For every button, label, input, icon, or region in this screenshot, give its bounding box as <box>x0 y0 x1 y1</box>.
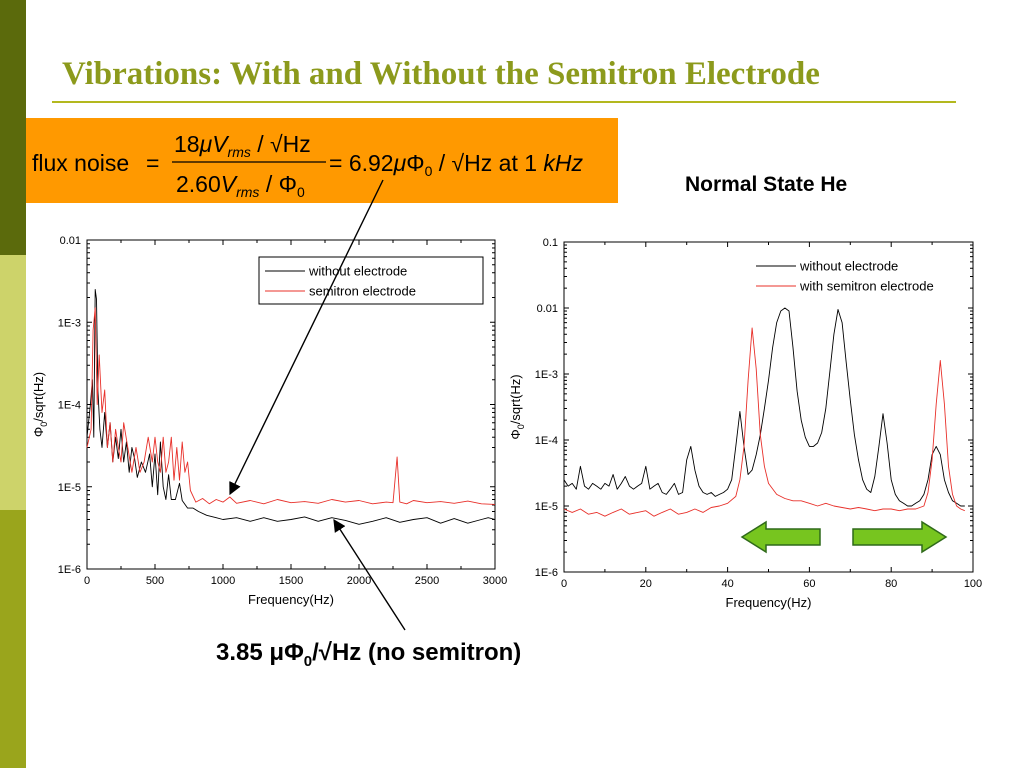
legend-label-2: with semitron electrode <box>799 279 934 294</box>
x-tick-label: 2500 <box>415 575 439 587</box>
sidebar-top-block <box>0 0 26 255</box>
y-axis-label: Φ0/sqrt(Hz) <box>508 374 526 439</box>
chart-right: 0 20 40 60 80 100 1E-6 1E-5 1E-4 1E-3 0.01 0.1 witho… <box>508 237 982 610</box>
formula-lead: flux noise <box>32 150 129 176</box>
legend-box <box>750 252 970 296</box>
y-tick-label: 1E-6 <box>535 567 558 579</box>
legend-label-2: semitron electrode <box>309 284 416 299</box>
series-line-2 <box>563 327 965 517</box>
x-tick-label: 80 <box>885 578 897 590</box>
legend-label-1: without electrode <box>308 264 407 279</box>
x-tick-label: 0 <box>561 578 567 590</box>
sidebar-decoration <box>0 0 26 768</box>
caption-tail: /√Hz (no semitron) <box>312 639 522 666</box>
flux-noise-formula: flux noise = 18μVrms / √Hz 2.60Vrms / Φ0… <box>26 118 618 203</box>
formula-numerator: 18μVrms / √Hz <box>174 131 311 160</box>
y-tick-label: 1E-3 <box>535 369 558 381</box>
x-tick-label: 100 <box>964 578 982 590</box>
y-tick-label: 1E-5 <box>535 501 558 513</box>
y-tick-label: 1E-4 <box>58 400 81 412</box>
sidebar-bottom-block <box>0 510 26 768</box>
series-line-2 <box>86 307 496 505</box>
formula-denominator: 2.60Vrms / Φ0 <box>176 171 305 200</box>
y-tick-label: 1E-4 <box>535 435 558 447</box>
normal-state-label: Normal State He <box>685 173 848 196</box>
y-axis-label: Φ0/sqrt(Hz) <box>31 372 49 437</box>
title-underline <box>52 101 956 103</box>
x-tick-label: 0 <box>84 575 90 587</box>
legend: without electrode with semitron electrode <box>750 252 970 296</box>
sidebar-middle-block <box>0 255 26 510</box>
x-tick-label: 20 <box>640 578 652 590</box>
plot-frame <box>563 241 974 573</box>
x-tick-label: 3000 <box>483 575 507 587</box>
legend: without electrode semitron electrode <box>258 256 484 305</box>
x-tick-label: 40 <box>721 578 733 590</box>
bottom-caption: 3.85 μΦ0/√Hz (no semitron) <box>216 638 521 677</box>
x-tick-label: 60 <box>803 578 815 590</box>
formula-result: = 6.92μΦ0 / √Hz at 1 kHz <box>329 150 584 179</box>
y-tick-label: 1E-3 <box>58 317 81 329</box>
caption-subscript: 0 <box>303 652 313 670</box>
x-tick-label: 2000 <box>347 575 371 587</box>
x-tick-label: 1000 <box>211 575 235 587</box>
y-tick-label: 1E-5 <box>58 482 81 494</box>
y-tick-label: 0.1 <box>543 237 558 249</box>
x-tick-label: 500 <box>146 575 164 587</box>
y-tick-label: 1E-6 <box>58 564 81 576</box>
x-tick-label: 1500 <box>279 575 303 587</box>
x-axis-label: Frequency(Hz) <box>248 592 334 607</box>
chart-left: 0 500 1000 1500 2000 2500 3000 1E-6 1E-5 1E-4 1E-3… <box>31 235 507 607</box>
formula-svg: flux noise = 18μVrms / √Hz 2.60Vrms / Φ0… <box>32 131 584 200</box>
formula-equals-1: = <box>146 150 159 176</box>
legend-label-1: without electrode <box>799 259 898 274</box>
y-tick-label: 0.01 <box>537 303 558 315</box>
x-axis-label: Frequency(Hz) <box>726 595 812 610</box>
slide-title: Vibrations: With and Without the Semitro… <box>62 56 820 92</box>
y-tick-label: 0.01 <box>60 235 81 247</box>
caption-main: 3.85 μΦ <box>216 639 304 666</box>
series-line-1 <box>563 307 965 507</box>
